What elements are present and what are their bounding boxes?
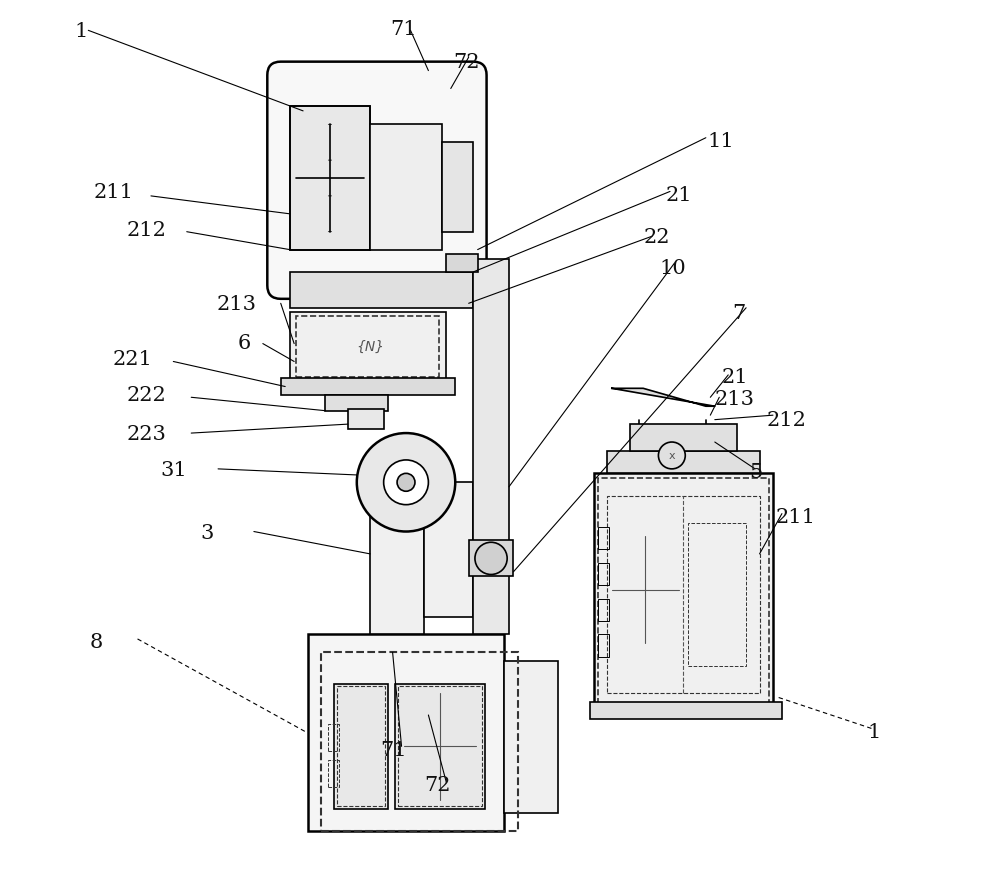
Bar <box>688 523 746 666</box>
Text: 21: 21 <box>666 185 692 205</box>
Text: 221: 221 <box>112 350 152 369</box>
Bar <box>321 653 518 831</box>
Bar <box>469 541 513 577</box>
Circle shape <box>397 474 415 492</box>
Text: 211: 211 <box>776 507 816 527</box>
Bar <box>598 599 609 621</box>
Text: 1: 1 <box>75 21 88 41</box>
Text: 1: 1 <box>867 721 880 741</box>
Text: {N}: {N} <box>356 340 384 354</box>
Text: 213: 213 <box>216 294 256 314</box>
Bar <box>328 724 339 751</box>
Text: 22: 22 <box>643 227 670 247</box>
Bar <box>446 255 478 273</box>
Bar <box>290 107 370 250</box>
Text: 8: 8 <box>90 632 103 652</box>
Bar <box>325 395 388 411</box>
Text: 223: 223 <box>127 425 167 444</box>
Text: 31: 31 <box>160 460 187 480</box>
Text: 5: 5 <box>749 462 762 482</box>
Bar <box>328 760 339 787</box>
Text: 212: 212 <box>767 410 807 430</box>
Circle shape <box>475 543 507 575</box>
Text: 211: 211 <box>94 182 134 202</box>
Text: 213: 213 <box>715 389 755 409</box>
Polygon shape <box>612 389 715 407</box>
Bar <box>308 635 504 831</box>
Bar <box>598 563 609 586</box>
Bar <box>370 125 442 250</box>
Bar <box>337 687 385 806</box>
Bar <box>290 313 446 380</box>
Bar <box>424 483 473 617</box>
Bar <box>296 316 439 377</box>
Text: 6: 6 <box>238 333 251 353</box>
Bar <box>598 635 609 657</box>
Text: 7: 7 <box>733 303 746 323</box>
Text: 71: 71 <box>390 20 417 39</box>
Bar <box>442 143 473 232</box>
Text: 72: 72 <box>424 775 450 795</box>
Bar <box>590 702 782 720</box>
Bar <box>334 684 388 809</box>
Bar <box>594 474 773 715</box>
Bar <box>290 107 370 250</box>
Bar <box>348 409 384 429</box>
Bar <box>281 379 455 395</box>
Text: 3: 3 <box>200 523 214 543</box>
Circle shape <box>658 443 685 469</box>
Bar <box>630 425 737 451</box>
Bar <box>281 76 473 286</box>
Circle shape <box>384 460 428 505</box>
Bar <box>504 662 558 814</box>
Text: 10: 10 <box>659 258 686 278</box>
Bar <box>598 478 768 711</box>
Text: 71: 71 <box>380 739 407 759</box>
Text: 212: 212 <box>127 221 167 240</box>
FancyBboxPatch shape <box>267 63 487 299</box>
Bar <box>607 451 760 474</box>
Bar <box>290 273 473 308</box>
Text: 11: 11 <box>708 131 734 151</box>
Text: 21: 21 <box>722 367 749 387</box>
Bar <box>598 527 609 550</box>
Text: 222: 222 <box>127 385 167 405</box>
Text: 72: 72 <box>453 53 480 72</box>
Bar <box>473 259 509 635</box>
Text: x: x <box>669 451 675 461</box>
Bar <box>398 687 482 806</box>
Circle shape <box>357 434 455 532</box>
Bar <box>395 684 485 809</box>
Bar <box>370 456 424 635</box>
Bar <box>607 496 760 693</box>
